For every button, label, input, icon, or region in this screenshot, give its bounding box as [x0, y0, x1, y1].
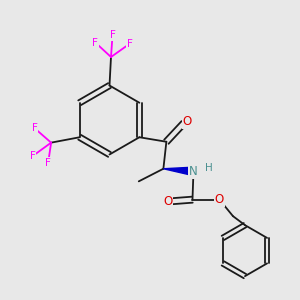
Text: O: O — [183, 115, 192, 128]
Text: F: F — [127, 39, 133, 49]
Text: F: F — [110, 30, 116, 40]
Text: O: O — [215, 193, 224, 206]
Text: F: F — [30, 151, 35, 161]
Text: O: O — [163, 195, 172, 208]
Text: F: F — [32, 123, 38, 133]
Text: F: F — [45, 158, 51, 168]
Polygon shape — [164, 167, 191, 175]
Text: H: H — [205, 163, 213, 173]
Text: N: N — [189, 165, 198, 178]
Text: F: F — [92, 38, 98, 48]
